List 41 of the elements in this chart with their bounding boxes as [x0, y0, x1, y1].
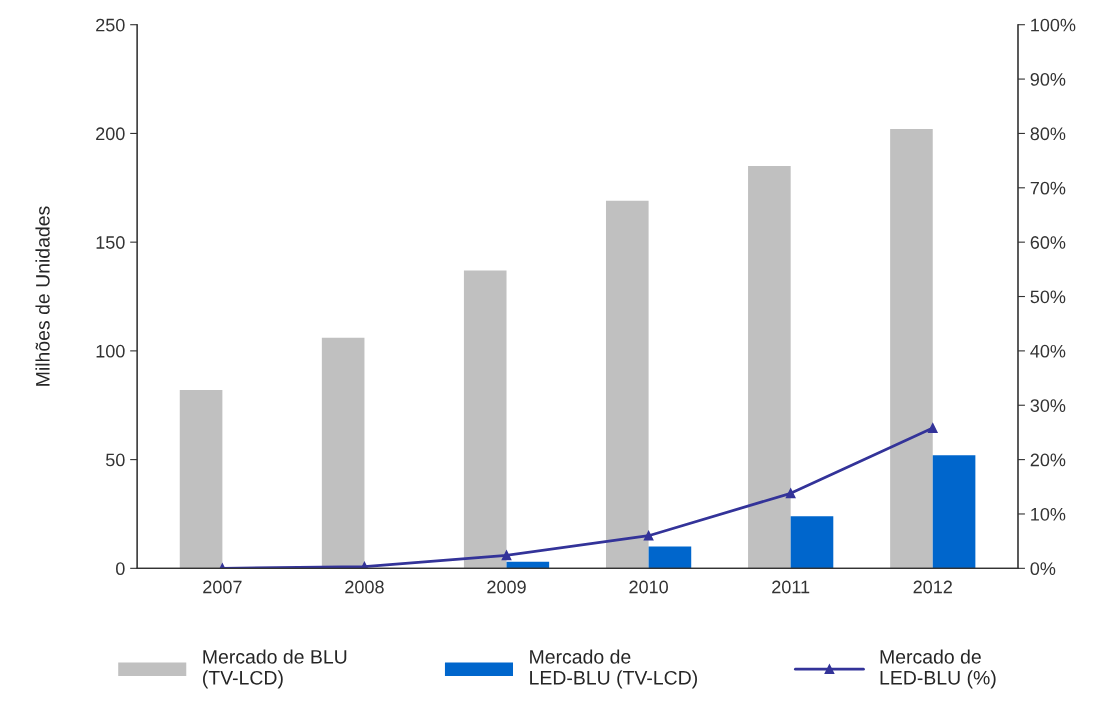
x-tick-label: 2008	[345, 580, 384, 594]
x-tick-label: 2012	[913, 580, 952, 594]
y2-tick-label: 50%	[1030, 290, 1066, 304]
y-tick-label: 150	[96, 236, 125, 249]
x-tick-label: 2007	[203, 580, 242, 594]
legend-label: Mercado de BLU (TV-LCD)	[203, 649, 347, 689]
y2-tick-label: 10%	[1031, 507, 1066, 521]
y-tick-label: 250	[96, 18, 125, 32]
y-tick-label: 0	[116, 562, 125, 576]
y2-tick-label: 80%	[1030, 127, 1066, 141]
bar	[648, 546, 692, 569]
point	[643, 530, 654, 541]
y2-tick-label: 20%	[1030, 453, 1066, 467]
y-tick-label: 50	[105, 453, 125, 467]
y-tick-label: 200	[96, 127, 125, 141]
x-tick-label: 2010	[629, 580, 668, 594]
bar	[932, 455, 976, 569]
bar	[179, 390, 223, 569]
point	[927, 423, 938, 433]
y-tick-label: 100	[96, 344, 125, 358]
y2-tick-label: 100%	[1031, 18, 1076, 32]
x-tick-label: 2009	[487, 580, 526, 594]
point	[785, 488, 796, 499]
bar	[321, 337, 365, 569]
y2-tick-label: 40%	[1030, 344, 1066, 358]
bar	[890, 129, 933, 569]
legend-label: Mercado de LED-BLU (%)	[880, 649, 996, 689]
bar	[748, 166, 791, 569]
y2-tick-label: 60%	[1030, 236, 1066, 249]
y-axis-title: Milhões de Unidades	[35, 206, 50, 386]
bar	[506, 561, 550, 569]
bar	[790, 516, 834, 569]
bar	[463, 270, 507, 569]
x-tick-label: 2011	[772, 580, 810, 594]
y2-tick-label: 70%	[1030, 181, 1066, 195]
bar	[605, 200, 649, 569]
y2-tick-label: 0%	[1030, 562, 1056, 576]
legend-label: Mercado de LED-BLU (TV-LCD)	[530, 649, 697, 689]
y2-tick-label: 90%	[1030, 73, 1066, 86]
point	[501, 550, 512, 561]
y2-tick-label: 30%	[1030, 399, 1066, 412]
